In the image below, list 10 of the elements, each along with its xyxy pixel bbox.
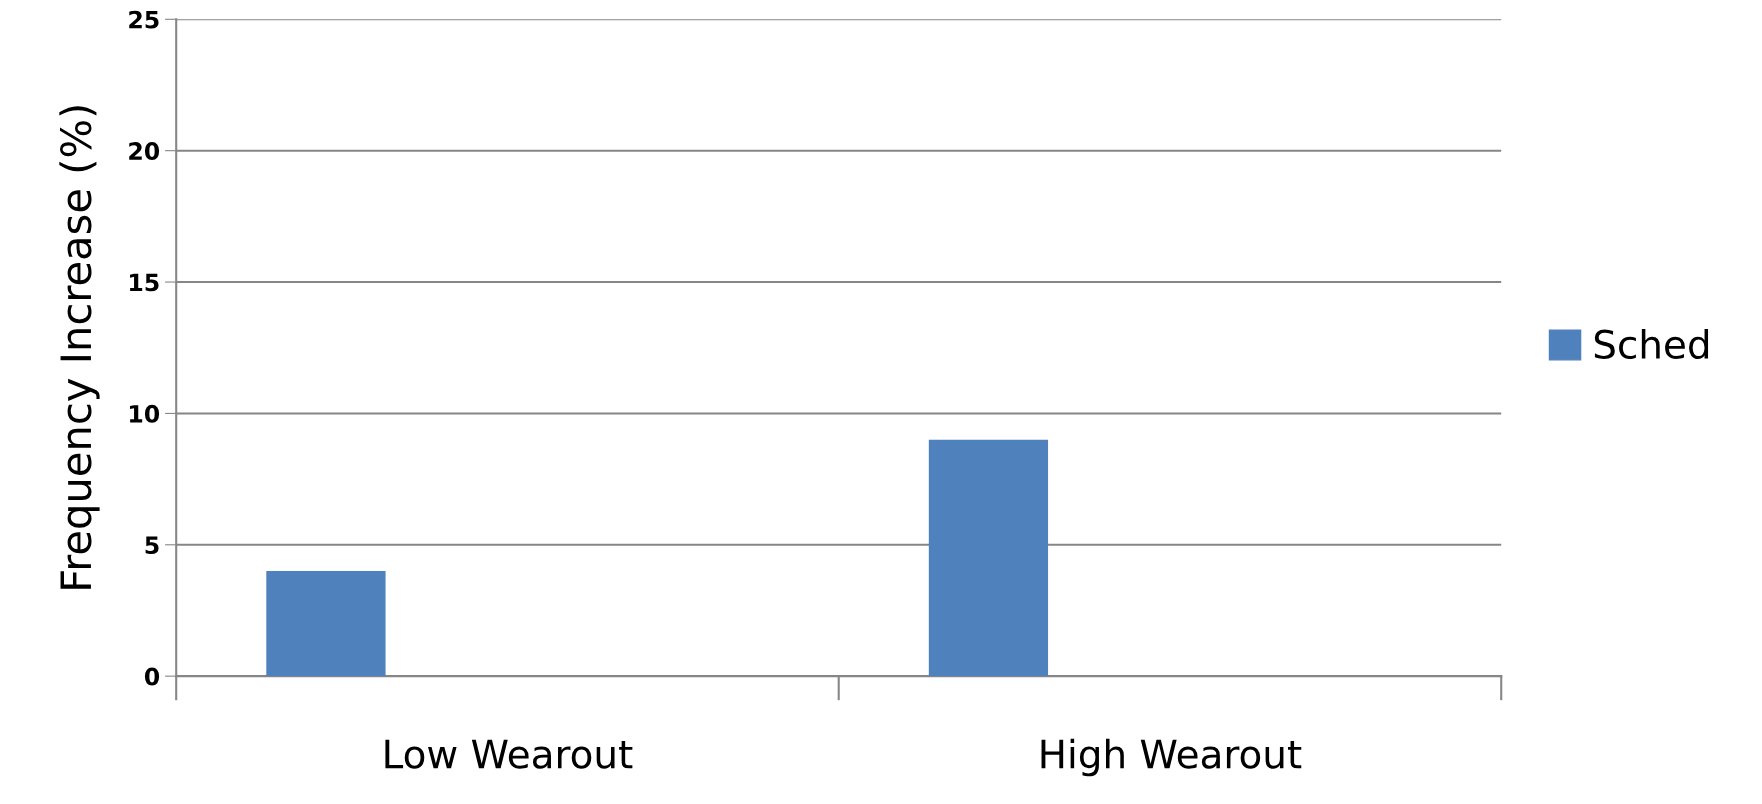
- y-tick-label: 10: [130, 404, 160, 423]
- x-tick-label: Low Wearout: [385, 739, 633, 769]
- y-tick-label: 15: [130, 273, 159, 292]
- y-tick-label: 0: [144, 667, 160, 686]
- y-tick-label: 25: [129, 10, 159, 29]
- y-tick-label: 20: [129, 142, 160, 160]
- y-tick-label: 5: [145, 536, 159, 555]
- legend-label: Sched: [1594, 328, 1709, 360]
- x-tick-label: High Wearout: [1041, 738, 1302, 777]
- y-axis-title: Frequency Increase (%): [59, 106, 100, 589]
